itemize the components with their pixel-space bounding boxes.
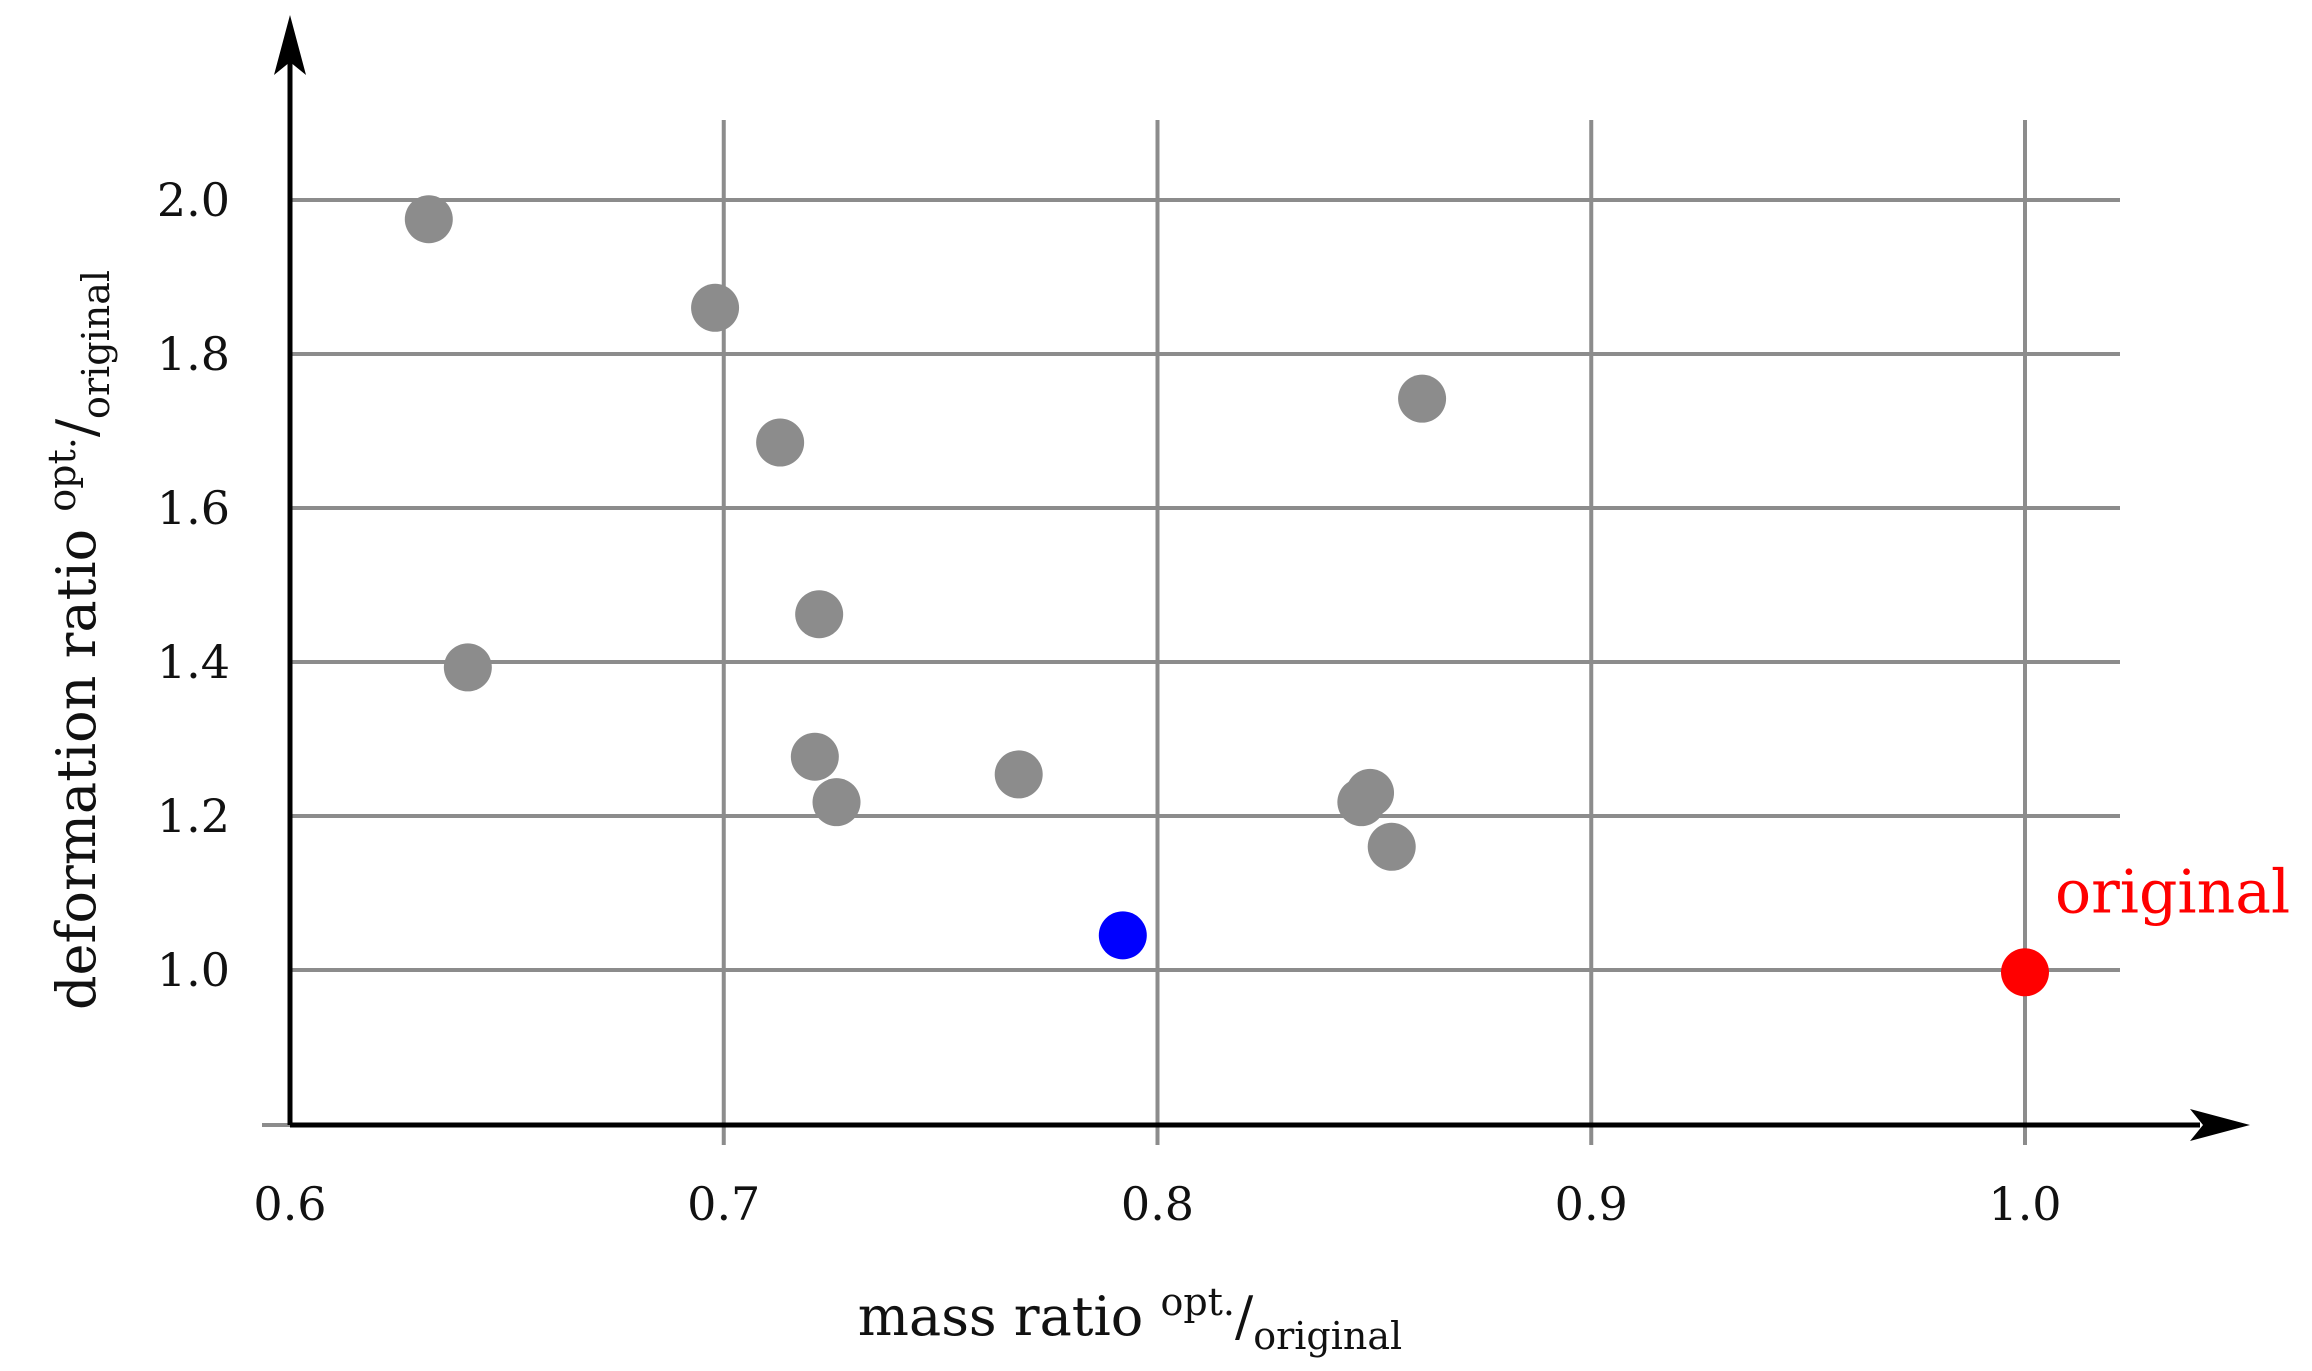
data-point: [756, 418, 805, 467]
data-point: [1337, 778, 1386, 827]
data-point: [404, 195, 453, 244]
data-point: [443, 643, 492, 692]
y-axis-title-slash: /: [45, 418, 108, 437]
y-tick-label: 1.4: [157, 635, 230, 689]
y-axis-title: deformation ratio opt./original: [40, 270, 118, 1010]
y-axis-title-main: deformation ratio: [45, 512, 108, 1010]
y-tick-label: 1.0: [157, 943, 230, 997]
y-axis-title-sup: opt.: [40, 437, 84, 512]
x-axis-title-sup: opt.: [1160, 1280, 1235, 1324]
y-axis-title-sub: original: [74, 270, 118, 419]
data-point: [790, 732, 839, 781]
data-point: [1398, 374, 1447, 423]
data-point: [2001, 948, 2049, 997]
x-tick-label: 1.0: [1988, 1177, 2061, 1231]
x-axis-title: mass ratio opt./original: [858, 1280, 1402, 1358]
y-tick-label: 1.2: [157, 789, 230, 843]
data-point: [691, 283, 740, 332]
data-point: [812, 778, 861, 827]
x-axis-title-slash: /: [1235, 1285, 1254, 1348]
y-tick-label: 2.0: [157, 173, 230, 227]
data-point: [1367, 822, 1416, 871]
x-axis-arrow: [2190, 1109, 2250, 1141]
annotation-original: original: [2055, 857, 2290, 927]
data-point: [1098, 911, 1147, 960]
x-tick-label: 0.8: [1121, 1177, 1194, 1231]
x-tick-label: 0.7: [687, 1177, 760, 1231]
x-tick-label: 0.9: [1555, 1177, 1628, 1231]
y-tick-label: 1.8: [157, 327, 230, 381]
x-axis-title-sub: original: [1253, 1314, 1402, 1358]
grid: [262, 120, 2120, 1145]
axes: [274, 15, 2250, 1141]
y-tick-label: 1.6: [157, 481, 230, 535]
data-points: [404, 195, 2049, 997]
x-axis-title-main: mass ratio: [858, 1285, 1161, 1348]
data-point: [795, 590, 844, 639]
y-axis-arrow: [274, 15, 306, 75]
data-point: [994, 750, 1043, 799]
tick-labels: 0.6 0.7 0.8 0.9 1.0 1.0 1.2 1.4 1.6 1.8 2.0: [157, 173, 2062, 1231]
x-tick-label: 0.6: [253, 1177, 326, 1231]
